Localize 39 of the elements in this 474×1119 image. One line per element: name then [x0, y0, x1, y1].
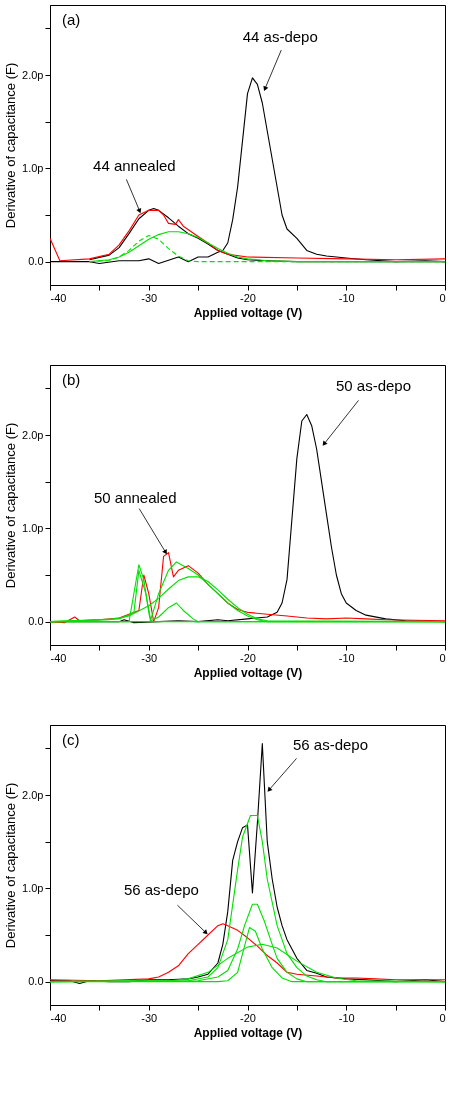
y-axis-title: Derivative of capacitance (F) [3, 62, 19, 229]
x-tick-label: 0 [439, 1011, 446, 1024]
annotation: 44 annealed [93, 157, 176, 175]
y-axis-title: Derivative of capacitance (F) [3, 782, 19, 949]
y-tick-label: 0.0 [28, 975, 44, 988]
x-tick-label: -30 [141, 651, 158, 664]
y-tick-label: 2.0p [22, 788, 44, 801]
x-tick-label: -20 [240, 291, 256, 304]
x-tick-label: -10 [338, 651, 355, 664]
x-tick-label: -40 [50, 1011, 67, 1024]
x-tick-label: -40 [50, 291, 67, 304]
x-tick-label: -30 [141, 291, 158, 304]
y-tick-label: 2.0p [22, 68, 44, 81]
y-tick-label: 1.0p [22, 161, 44, 174]
x-tick-label: -20 [240, 651, 256, 664]
annotation: 56 as-depo [292, 736, 369, 754]
x-tick-label: -40 [50, 651, 67, 664]
x-tick-label: -10 [338, 291, 355, 304]
annotation: 44 as-depo [242, 28, 318, 46]
x-tick-label: -20 [240, 1011, 256, 1024]
y-axis-title: Derivative of capacitance (F) [3, 422, 19, 589]
x-tick-label: -10 [338, 1011, 355, 1024]
y-tick-label: 0.0 [28, 615, 44, 628]
x-axis-title: Applied voltage (V) [193, 665, 303, 680]
chart-title: (c) [62, 731, 80, 748]
x-axis-title: Applied voltage (V) [193, 1025, 303, 1040]
annotation: 56 as-depo [123, 881, 199, 899]
x-axis-title: Applied voltage (V) [193, 305, 303, 320]
y-tick-label: 0.0 [28, 255, 44, 268]
y-tick-label: 2.0p [22, 428, 44, 441]
chart-title: (b) [62, 371, 81, 388]
x-tick-label: 0 [439, 291, 446, 304]
x-tick-label: 0 [439, 651, 446, 664]
y-tick-label: 1.0p [22, 521, 44, 534]
chart-title: (a) [62, 11, 81, 28]
x-tick-label: -30 [141, 1011, 158, 1024]
annotation: 50 as-depo [335, 377, 412, 395]
annotation: 50 annealed [93, 488, 177, 506]
y-tick-label: 1.0p [22, 881, 44, 894]
